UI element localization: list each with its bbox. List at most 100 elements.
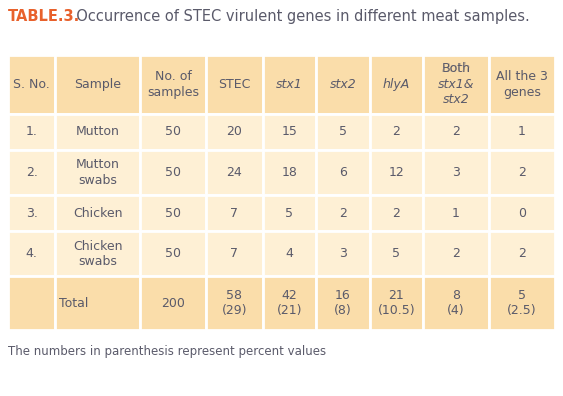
- Text: TABLE.3.: TABLE.3.: [8, 9, 81, 24]
- Bar: [489, 150, 555, 195]
- Text: S. No.: S. No.: [13, 78, 50, 91]
- Text: 1: 1: [518, 126, 526, 139]
- Bar: [55, 276, 140, 330]
- Text: Occurrence of STEC virulent genes in different meat samples.: Occurrence of STEC virulent genes in dif…: [67, 9, 530, 24]
- Bar: [55, 150, 140, 195]
- Text: stx1: stx1: [276, 78, 303, 91]
- Bar: [8, 114, 55, 150]
- Bar: [206, 231, 262, 276]
- Bar: [8, 150, 55, 195]
- Bar: [262, 231, 316, 276]
- Text: 58
(29): 58 (29): [222, 289, 247, 318]
- Text: Total: Total: [59, 297, 89, 310]
- Bar: [8, 231, 55, 276]
- Bar: [140, 150, 206, 195]
- Bar: [489, 195, 555, 231]
- Text: No. of
samples: No. of samples: [147, 70, 199, 99]
- Text: stx2: stx2: [329, 78, 356, 91]
- Text: 5: 5: [339, 126, 347, 139]
- Text: 6: 6: [339, 166, 347, 179]
- Text: Sample: Sample: [74, 78, 121, 91]
- Text: 15: 15: [282, 126, 297, 139]
- Text: 50: 50: [165, 166, 181, 179]
- Bar: [316, 114, 369, 150]
- Bar: [423, 195, 489, 231]
- Text: Both: Both: [441, 62, 471, 75]
- Bar: [206, 55, 262, 114]
- Bar: [140, 276, 206, 330]
- Bar: [316, 276, 369, 330]
- Text: 7: 7: [230, 207, 238, 220]
- Text: 2.: 2.: [26, 166, 38, 179]
- Text: 16
(8): 16 (8): [334, 289, 352, 318]
- Bar: [369, 150, 423, 195]
- Bar: [262, 150, 316, 195]
- Text: 2: 2: [518, 166, 526, 179]
- Bar: [369, 114, 423, 150]
- Text: 2: 2: [392, 207, 400, 220]
- Bar: [489, 114, 555, 150]
- Text: Both: Both: [441, 62, 471, 75]
- Text: 0: 0: [518, 207, 526, 220]
- Text: Mutton: Mutton: [75, 126, 119, 139]
- Bar: [262, 195, 316, 231]
- Text: 3: 3: [452, 166, 460, 179]
- Bar: [55, 231, 140, 276]
- Bar: [316, 55, 369, 114]
- Bar: [369, 195, 423, 231]
- Text: All the 3
genes: All the 3 genes: [496, 70, 548, 99]
- Bar: [206, 150, 262, 195]
- Text: The numbers in parenthesis represent percent values: The numbers in parenthesis represent per…: [8, 345, 326, 358]
- Bar: [489, 231, 555, 276]
- Text: 2: 2: [452, 126, 460, 139]
- Bar: [369, 55, 423, 114]
- Bar: [423, 55, 489, 114]
- Text: 21
(10.5): 21 (10.5): [377, 289, 415, 318]
- Text: 2: 2: [518, 248, 526, 261]
- Text: Mutton
swabs: Mutton swabs: [75, 158, 119, 187]
- Bar: [262, 55, 316, 114]
- Bar: [423, 114, 489, 150]
- Text: 20: 20: [226, 126, 242, 139]
- Bar: [316, 231, 369, 276]
- Text: hlyA: hlyA: [383, 78, 410, 91]
- Bar: [316, 195, 369, 231]
- Text: 1: 1: [452, 207, 460, 220]
- Bar: [140, 114, 206, 150]
- Text: STEC: STEC: [218, 78, 251, 91]
- Bar: [8, 276, 55, 330]
- Text: 18: 18: [282, 166, 297, 179]
- Bar: [8, 55, 55, 114]
- Text: 3: 3: [339, 248, 347, 261]
- Text: 2: 2: [392, 126, 400, 139]
- Text: Both
stx1&
stx2: Both stx1& stx2: [437, 63, 474, 107]
- Text: 5
(2.5): 5 (2.5): [507, 289, 537, 318]
- Text: 2: 2: [452, 248, 460, 261]
- Bar: [369, 276, 423, 330]
- Text: 4.: 4.: [26, 248, 38, 261]
- Bar: [8, 195, 55, 231]
- Bar: [206, 114, 262, 150]
- Bar: [55, 195, 140, 231]
- Bar: [262, 114, 316, 150]
- Bar: [206, 276, 262, 330]
- Text: 3.: 3.: [26, 207, 38, 220]
- Bar: [423, 276, 489, 330]
- Text: 8
(4): 8 (4): [447, 289, 465, 318]
- Text: 5: 5: [285, 207, 293, 220]
- Text: 42
(21): 42 (21): [276, 289, 302, 318]
- Text: 5: 5: [392, 248, 400, 261]
- Bar: [140, 55, 206, 114]
- Bar: [489, 276, 555, 330]
- Text: 4: 4: [285, 248, 293, 261]
- Bar: [423, 231, 489, 276]
- Bar: [369, 231, 423, 276]
- Bar: [55, 114, 140, 150]
- Text: 12: 12: [388, 166, 404, 179]
- Bar: [206, 195, 262, 231]
- Text: Chicken: Chicken: [73, 207, 122, 220]
- Bar: [423, 150, 489, 195]
- Bar: [55, 55, 140, 114]
- Bar: [140, 195, 206, 231]
- Bar: [489, 55, 555, 114]
